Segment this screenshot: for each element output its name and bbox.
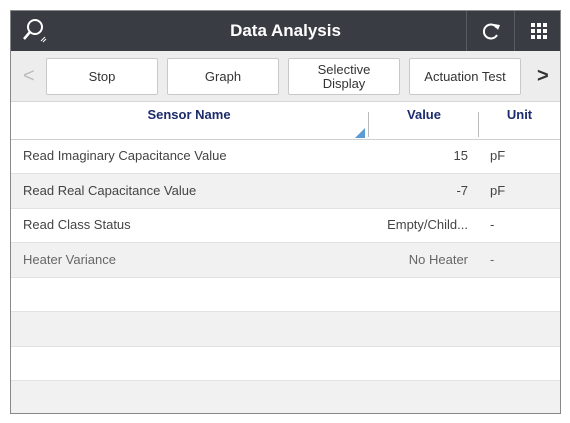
table-row[interactable]: Heater Variance No Heater - (11, 242, 560, 278)
sort-indicator (355, 128, 365, 138)
table-row (11, 380, 560, 413)
sensor-unit: pF (490, 148, 506, 163)
graph-button[interactable]: Graph (167, 58, 279, 95)
separator (368, 112, 369, 137)
screen-title: Data Analysis (230, 21, 341, 40)
separator (514, 11, 515, 51)
sensor-unit: - (490, 217, 495, 232)
header-bar: Data Analysis (11, 11, 560, 51)
table-row (11, 311, 560, 347)
table-header: Sensor Name Value Unit (11, 102, 560, 140)
sensor-name: Read Class Status (23, 217, 131, 232)
search-icon[interactable] (19, 11, 49, 51)
column-header[interactable]: Sensor Name (147, 107, 231, 122)
sensor-name: Read Imaginary Capacitance Value (23, 148, 227, 163)
table-row[interactable]: Read Class Status Empty/Child... - (11, 208, 560, 243)
separator (478, 112, 479, 137)
selective-display-button[interactable]: Selective Display (288, 58, 400, 95)
sensor-value: -7 (456, 182, 468, 198)
actuation-test-button[interactable]: Actuation Test (409, 58, 521, 95)
window: Data Analysis < Stop Graph Selective Dis… (10, 10, 561, 414)
sensor-value: No Heater (408, 251, 468, 267)
sensor-name: Read Real Capacitance Value (23, 182, 197, 198)
column-header[interactable]: Value (407, 107, 441, 122)
refresh-icon[interactable] (471, 11, 511, 51)
sensor-value: 15 (453, 148, 468, 163)
sensor-value: Empty/Child... (387, 217, 468, 232)
table-row (11, 277, 560, 312)
separator (466, 11, 467, 51)
table-row[interactable]: Read Imaginary Capacitance Value 15 pF (11, 139, 560, 174)
sensor-unit: - (490, 251, 495, 267)
stop-button[interactable]: Stop (46, 58, 158, 95)
sensor-name: Heater Variance (23, 251, 116, 267)
scroll-left[interactable]: < (23, 65, 35, 87)
grid-icon[interactable] (519, 11, 559, 51)
table-row[interactable]: Read Real Capacitance Value -7 pF (11, 173, 560, 209)
toolbar: < Stop Graph Selective Display Actuation… (11, 51, 560, 102)
table-row (11, 346, 560, 381)
scroll-right[interactable]: > (537, 65, 549, 87)
column-header[interactable]: Unit (506, 107, 533, 122)
sensor-unit: pF (490, 182, 506, 198)
